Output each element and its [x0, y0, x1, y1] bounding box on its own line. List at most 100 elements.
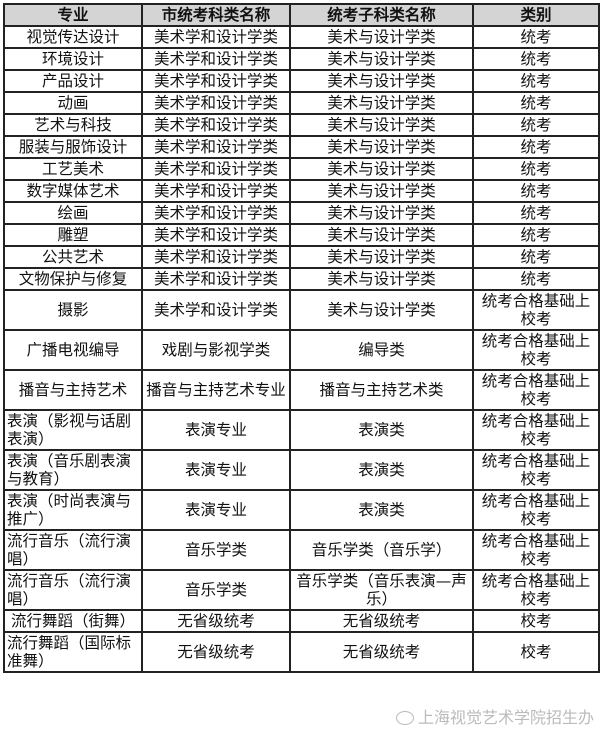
cell-city-exam-category: 音乐学类 — [141, 569, 291, 611]
cell-type: 统考 — [472, 135, 600, 159]
cell-city-exam-category: 美术学和设计学类 — [141, 223, 291, 247]
cell-city-exam-category: 美术学和设计学类 — [141, 69, 291, 93]
cell-major: 表演（影视与话剧表演） — [3, 409, 143, 451]
cell-type: 统考合格基础上校考 — [472, 449, 600, 491]
cell-major: 动画 — [3, 91, 143, 115]
cell-exam-subcategory: 美术与设计学类 — [289, 245, 474, 269]
cell-exam-subcategory: 美术与设计学类 — [289, 69, 474, 93]
cell-type: 统考 — [472, 91, 600, 115]
cell-city-exam-category: 戏剧与影视学类 — [141, 329, 291, 371]
table-row: 流行音乐（流行演唱） 音乐学类 音乐学类（音乐表演—声乐） 统考合格基础上校考 — [3, 569, 600, 611]
cell-major: 公共艺术 — [3, 245, 143, 269]
cell-city-exam-category: 播音与主持艺术专业 — [141, 369, 291, 411]
cell-major: 摄影 — [3, 289, 143, 331]
cell-type: 统考合格基础上校考 — [472, 489, 600, 531]
cell-type: 统考合格基础上校考 — [472, 289, 600, 331]
cell-type: 统考 — [472, 157, 600, 181]
cell-type: 统考合格基础上校考 — [472, 369, 600, 411]
cell-major: 环境设计 — [3, 47, 143, 71]
cell-city-exam-category: 美术学和设计学类 — [141, 157, 291, 181]
cell-exam-subcategory: 美术与设计学类 — [289, 113, 474, 137]
table-row: 广播电视编导 戏剧与影视学类 编导类 统考合格基础上校考 — [3, 329, 600, 371]
cell-major: 流行舞蹈（街舞） — [3, 609, 143, 633]
cell-type: 统考 — [472, 245, 600, 269]
cell-city-exam-category: 表演专业 — [141, 489, 291, 531]
table-row: 文物保护与修复 美术学和设计学类 美术与设计学类 统考 — [3, 267, 600, 291]
table-row: 数字媒体艺术 美术学和设计学类 美术与设计学类 统考 — [3, 179, 600, 203]
table-row: 摄影 美术学和设计学类 美术与设计学类 统考合格基础上校考 — [3, 289, 600, 331]
cell-major: 数字媒体艺术 — [3, 179, 143, 203]
cell-exam-subcategory: 美术与设计学类 — [289, 135, 474, 159]
cell-exam-subcategory: 美术与设计学类 — [289, 91, 474, 115]
table-row: 播音与主持艺术 播音与主持艺术专业 播音与主持艺术类 统考合格基础上校考 — [3, 369, 600, 411]
cell-city-exam-category: 美术学和设计学类 — [141, 25, 291, 49]
cell-exam-subcategory: 音乐学类（音乐表演—声乐） — [289, 569, 474, 611]
cell-major: 流行舞蹈（国际标准舞） — [3, 631, 143, 673]
header-major: 专业 — [3, 3, 143, 27]
cell-major: 雕塑 — [3, 223, 143, 247]
table-row: 工艺美术 美术学和设计学类 美术与设计学类 统考 — [3, 157, 600, 181]
cell-city-exam-category: 表演专业 — [141, 449, 291, 491]
table-row: 绘画 美术学和设计学类 美术与设计学类 统考 — [3, 201, 600, 225]
cell-exam-subcategory: 美术与设计学类 — [289, 25, 474, 49]
cell-major: 文物保护与修复 — [3, 267, 143, 291]
table-row: 表演（时尚表演与推广） 表演专业 表演类 统考合格基础上校考 — [3, 489, 600, 531]
cell-exam-subcategory: 音乐学类（音乐学） — [289, 529, 474, 571]
cell-city-exam-category: 美术学和设计学类 — [141, 179, 291, 203]
cell-major: 流行音乐（流行演唱） — [3, 529, 143, 571]
cell-major: 视觉传达设计 — [3, 25, 143, 49]
cell-major: 流行音乐（流行演唱） — [3, 569, 143, 611]
cell-exam-subcategory: 美术与设计学类 — [289, 157, 474, 181]
cell-type: 统考 — [472, 179, 600, 203]
cell-major: 广播电视编导 — [3, 329, 143, 371]
cell-type: 统考 — [472, 113, 600, 137]
cell-type: 统考 — [472, 47, 600, 71]
table-row: 表演（影视与话剧表演） 表演专业 表演类 统考合格基础上校考 — [3, 409, 600, 451]
cell-exam-subcategory: 美术与设计学类 — [289, 289, 474, 331]
cell-exam-subcategory: 美术与设计学类 — [289, 179, 474, 203]
cell-type: 统考合格基础上校考 — [472, 529, 600, 571]
cell-city-exam-category: 美术学和设计学类 — [141, 47, 291, 71]
cell-city-exam-category: 美术学和设计学类 — [141, 135, 291, 159]
cell-exam-subcategory: 美术与设计学类 — [289, 223, 474, 247]
majors-table: 专业 市统考科类名称 统考子科类名称 类别 视觉传达设计 美术学和设计学类 美术与设… — [3, 3, 600, 673]
cell-type: 统考 — [472, 267, 600, 291]
cell-city-exam-category: 无省级统考 — [141, 609, 291, 633]
cell-city-exam-category: 美术学和设计学类 — [141, 113, 291, 137]
cell-major: 工艺美术 — [3, 157, 143, 181]
cell-exam-subcategory: 播音与主持艺术类 — [289, 369, 474, 411]
cell-type: 统考 — [472, 25, 600, 49]
cell-exam-subcategory: 表演类 — [289, 409, 474, 451]
table-row: 公共艺术 美术学和设计学类 美术与设计学类 统考 — [3, 245, 600, 269]
cell-city-exam-category: 美术学和设计学类 — [141, 267, 291, 291]
table-row: 服装与服饰设计 美术学和设计学类 美术与设计学类 统考 — [3, 135, 600, 159]
cell-city-exam-category: 美术学和设计学类 — [141, 245, 291, 269]
cell-exam-subcategory: 表演类 — [289, 449, 474, 491]
cell-major: 艺术与科技 — [3, 113, 143, 137]
cell-city-exam-category: 美术学和设计学类 — [141, 91, 291, 115]
table-row: 动画 美术学和设计学类 美术与设计学类 统考 — [3, 91, 600, 115]
cell-exam-subcategory: 编导类 — [289, 329, 474, 371]
cell-city-exam-category: 无省级统考 — [141, 631, 291, 673]
table-row: 流行舞蹈（国际标准舞） 无省级统考 无省级统考 校考 — [3, 631, 600, 673]
cell-exam-subcategory: 无省级统考 — [289, 631, 474, 673]
table-row: 流行舞蹈（街舞） 无省级统考 无省级统考 校考 — [3, 609, 600, 633]
cell-major: 播音与主持艺术 — [3, 369, 143, 411]
cell-major: 服装与服饰设计 — [3, 135, 143, 159]
cell-city-exam-category: 美术学和设计学类 — [141, 289, 291, 331]
watermark-text: 上海视觉艺术学院招生办 — [417, 708, 594, 727]
table-header-row: 专业 市统考科类名称 统考子科类名称 类别 — [3, 3, 600, 27]
cell-exam-subcategory: 美术与设计学类 — [289, 267, 474, 291]
cell-type: 校考 — [472, 631, 600, 673]
header-city-exam-category: 市统考科类名称 — [141, 3, 291, 27]
cell-type: 校考 — [472, 609, 600, 633]
table-row: 产品设计 美术学和设计学类 美术与设计学类 统考 — [3, 69, 600, 93]
cell-exam-subcategory: 美术与设计学类 — [289, 201, 474, 225]
cell-type: 统考 — [472, 69, 600, 93]
cell-type: 统考 — [472, 201, 600, 225]
table-row: 视觉传达设计 美术学和设计学类 美术与设计学类 统考 — [3, 25, 600, 49]
cell-exam-subcategory: 美术与设计学类 — [289, 47, 474, 71]
table-row: 雕塑 美术学和设计学类 美术与设计学类 统考 — [3, 223, 600, 247]
cell-major: 产品设计 — [3, 69, 143, 93]
cell-exam-subcategory: 表演类 — [289, 489, 474, 531]
